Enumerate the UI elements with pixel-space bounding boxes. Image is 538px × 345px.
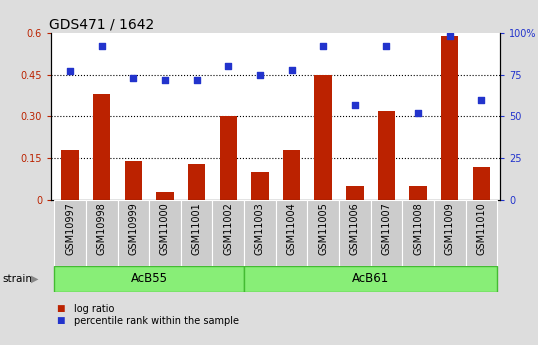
Point	[161, 77, 169, 82]
FancyBboxPatch shape	[275, 200, 307, 266]
Text: GSM11007: GSM11007	[381, 202, 392, 255]
Bar	[315, 75, 332, 200]
Text: GSM11000: GSM11000	[160, 202, 170, 255]
FancyBboxPatch shape	[86, 200, 117, 266]
Bar	[378, 111, 395, 200]
Text: GSM10997: GSM10997	[65, 202, 75, 255]
Text: log ratio: log ratio	[74, 304, 114, 314]
Point	[414, 110, 422, 116]
Text: strain: strain	[3, 274, 33, 284]
FancyBboxPatch shape	[307, 200, 339, 266]
Bar	[61, 150, 79, 200]
Text: GDS471 / 1642: GDS471 / 1642	[49, 18, 154, 32]
FancyBboxPatch shape	[339, 200, 371, 266]
FancyBboxPatch shape	[117, 200, 149, 266]
Bar	[283, 150, 300, 200]
Point	[66, 69, 74, 74]
FancyBboxPatch shape	[149, 200, 181, 266]
Text: GSM11001: GSM11001	[192, 202, 202, 255]
Bar	[441, 36, 458, 200]
Bar	[251, 172, 268, 200]
Text: GSM11008: GSM11008	[413, 202, 423, 255]
Text: ■: ■	[56, 304, 65, 313]
Text: GSM11005: GSM11005	[318, 202, 328, 255]
Bar	[409, 186, 427, 200]
FancyBboxPatch shape	[213, 200, 244, 266]
Text: GSM11002: GSM11002	[223, 202, 233, 255]
Text: AcB55: AcB55	[131, 272, 168, 285]
Bar	[346, 186, 364, 200]
FancyBboxPatch shape	[54, 266, 244, 292]
Bar	[220, 117, 237, 200]
Text: GSM11003: GSM11003	[255, 202, 265, 255]
Bar	[93, 94, 110, 200]
Point	[224, 63, 232, 69]
Point	[319, 43, 328, 49]
Text: GSM10999: GSM10999	[129, 202, 138, 255]
FancyBboxPatch shape	[465, 200, 497, 266]
Bar	[157, 192, 174, 200]
Text: GSM11010: GSM11010	[476, 202, 486, 255]
FancyBboxPatch shape	[181, 200, 213, 266]
Point	[97, 43, 106, 49]
FancyBboxPatch shape	[54, 200, 86, 266]
FancyBboxPatch shape	[244, 266, 497, 292]
Text: GSM10998: GSM10998	[97, 202, 107, 255]
Text: GSM11006: GSM11006	[350, 202, 360, 255]
Bar	[125, 161, 142, 200]
Text: ▶: ▶	[31, 274, 39, 284]
Text: percentile rank within the sample: percentile rank within the sample	[74, 316, 239, 326]
FancyBboxPatch shape	[434, 200, 465, 266]
Point	[351, 102, 359, 108]
Point	[382, 43, 391, 49]
Text: GSM11009: GSM11009	[445, 202, 455, 255]
FancyBboxPatch shape	[371, 200, 402, 266]
Text: AcB61: AcB61	[352, 272, 390, 285]
Point	[192, 77, 201, 82]
FancyBboxPatch shape	[402, 200, 434, 266]
Point	[129, 75, 138, 81]
Text: ■: ■	[56, 316, 65, 325]
Point	[445, 33, 454, 39]
Point	[287, 67, 296, 72]
Bar	[188, 164, 206, 200]
Bar	[473, 167, 490, 200]
Text: GSM11004: GSM11004	[287, 202, 296, 255]
Point	[477, 97, 486, 102]
Point	[256, 72, 264, 77]
FancyBboxPatch shape	[244, 200, 275, 266]
